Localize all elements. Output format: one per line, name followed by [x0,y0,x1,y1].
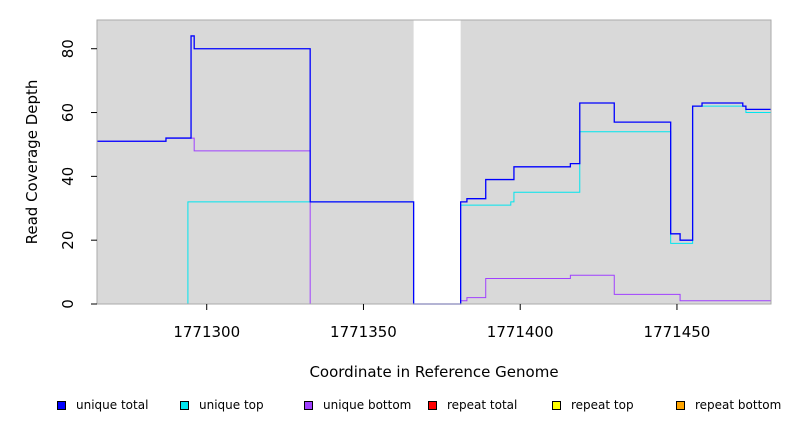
x-tick-label: 1771450 [644,323,711,341]
legend-swatch [552,400,561,410]
series-line-unique-bottom [97,137,771,305]
y-axis-label: Read Coverage Depth [23,80,41,245]
legend-label: unique bottom [323,398,412,412]
plot-frame [96,19,772,305]
legend-item-repeat-total: repeat total [428,398,517,412]
series-line-unique-total [97,35,771,305]
legend-swatch [428,400,437,410]
y-tick-label: 0 [59,299,77,309]
legend-item-unique-top: unique top [180,398,264,412]
x-tick-label: 1771350 [330,323,397,341]
legend-swatch [57,400,66,410]
legend-swatch [180,400,189,410]
x-axis-label: Coordinate in Reference Genome [309,363,558,381]
legend-item-repeat-bottom: repeat bottom [676,398,781,412]
y-tick-label: 60 [59,103,77,122]
y-tick-label: 20 [59,231,77,250]
x-tick-label: 1771300 [173,323,240,341]
y-tick-label: 40 [59,167,77,186]
legend-label: repeat total [447,398,518,412]
legend-swatch [676,400,685,410]
legend-label: unique top [199,398,264,412]
y-tick-label: 80 [59,39,77,58]
x-tick-label: 1771400 [487,323,554,341]
x-axis: 1771300 1771350 1771400 1771450 [173,304,710,341]
legend: unique total unique top unique bottom repea… [0,398,792,420]
legend-label: repeat bottom [695,398,782,412]
legend-swatch [304,400,313,410]
y-axis: 0 20 40 60 80 [59,39,97,309]
gap-region [413,20,461,304]
legend-item-unique-total: unique total [57,398,148,412]
legend-label: repeat top [571,398,634,412]
legend-item-unique-bottom: unique bottom [304,398,411,412]
legend-label: unique total [76,398,149,412]
legend-item-repeat-top: repeat top [552,398,634,412]
